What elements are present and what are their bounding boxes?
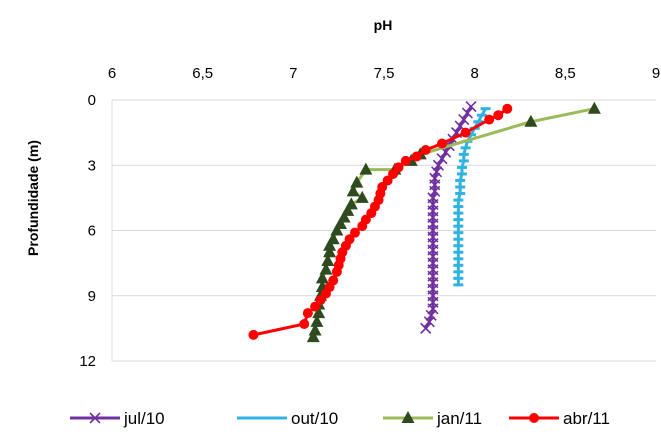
- grid-layer: [112, 99, 656, 362]
- marker-triangle: [587, 101, 601, 114]
- marker-x: [436, 153, 448, 165]
- marker-x: [458, 114, 470, 126]
- marker-triangle: [359, 162, 373, 175]
- x-tick-label: 6: [108, 65, 116, 82]
- y-tick-label: 3: [88, 157, 96, 174]
- legend-label: jul/10: [123, 409, 165, 428]
- marker-circle: [411, 151, 422, 162]
- marker-circle: [493, 110, 504, 121]
- marker-circle: [460, 127, 471, 138]
- marker-circle: [400, 155, 411, 166]
- legend-item: jul/10: [70, 409, 165, 428]
- marker-triangle: [323, 238, 337, 251]
- marker-triangle: [401, 411, 415, 423]
- marker-x-stroke: [89, 412, 101, 424]
- marker-circle: [437, 138, 448, 149]
- marker-x-stroke: [450, 127, 463, 139]
- marker-triangle: [312, 306, 326, 319]
- marker-triangle: [524, 114, 538, 127]
- marker-x-stroke: [458, 114, 470, 126]
- legend: jul/10 out/10 jan/11 abr/11: [70, 409, 610, 428]
- marker-circle: [299, 319, 310, 330]
- series-abr-11: [248, 103, 513, 340]
- y-axis-title: Profundidade (m): [25, 140, 41, 256]
- x-tick-label: 7: [289, 65, 297, 82]
- marker-circle: [484, 114, 495, 125]
- x-tick-label: 8: [470, 65, 478, 82]
- legend-label: abr/11: [563, 409, 610, 428]
- marker-x-stroke: [440, 146, 452, 158]
- marker-circle: [302, 308, 313, 319]
- marker-circle: [331, 266, 342, 277]
- y-tick-label: 12: [79, 353, 96, 370]
- axis-layer: 0 3 6 9 12 6 6,5 7 7,5 8 8,5 9: [79, 65, 660, 370]
- legend-label: jan/11: [436, 409, 482, 428]
- marker-circle: [248, 329, 259, 340]
- marker-triangle: [306, 330, 320, 343]
- marker-triangle: [315, 271, 329, 284]
- marker-x-stroke: [431, 166, 443, 178]
- marker-x-stroke: [436, 153, 448, 165]
- series-out-10: [453, 107, 491, 287]
- marker-x: [89, 412, 101, 424]
- legend-item: abr/11: [509, 409, 610, 428]
- marker-triangle: [330, 223, 344, 236]
- marker-triangle: [355, 190, 369, 203]
- y-tick-label: 9: [88, 288, 96, 305]
- marker-circle: [420, 145, 431, 156]
- y-tick-label: 6: [88, 223, 96, 240]
- marker-triangle: [310, 314, 324, 327]
- marker-triangle: [323, 245, 337, 258]
- marker-triangle: [319, 262, 333, 275]
- marker-triangle: [321, 253, 335, 266]
- x-tick-label: 6,5: [192, 65, 213, 82]
- marker-x: [465, 100, 477, 113]
- x-tick-label: 7,5: [374, 65, 395, 82]
- marker-x: [420, 322, 432, 334]
- marker-triangle: [346, 184, 360, 197]
- marker-circle: [529, 413, 539, 423]
- x-axis-title: pH: [374, 17, 393, 33]
- marker-circle: [502, 103, 513, 114]
- series-layer: [248, 100, 601, 343]
- marker-triangle: [350, 175, 364, 188]
- marker-x-stroke: [461, 107, 473, 119]
- marker-triangle: [308, 323, 322, 336]
- marker-x-stroke: [465, 100, 477, 113]
- marker-circle: [310, 301, 321, 312]
- marker-x-stroke: [454, 120, 466, 132]
- marker-x: [431, 166, 443, 178]
- x-tick-label: 8,5: [555, 65, 576, 82]
- marker-x: [429, 185, 441, 197]
- y-tick-label: 0: [88, 92, 96, 109]
- marker-x-stroke: [427, 303, 439, 315]
- legend-label: out/10: [291, 409, 338, 428]
- marker-circle: [357, 221, 368, 232]
- marker-x: [425, 309, 437, 321]
- marker-x-stroke: [432, 159, 444, 171]
- marker-x: [432, 159, 444, 171]
- series-line: [456, 107, 487, 285]
- marker-x-stroke: [425, 309, 437, 321]
- marker-x-stroke: [420, 322, 432, 334]
- marker-x: [461, 107, 473, 119]
- marker-x: [423, 316, 435, 328]
- marker-x: [427, 303, 439, 315]
- marker-x-stroke: [423, 316, 435, 328]
- series-line: [311, 107, 595, 338]
- legend-item: out/10: [237, 409, 338, 428]
- x-tick-label: 9: [652, 65, 660, 82]
- series-jul-10: [420, 100, 477, 334]
- marker-x-stroke: [429, 185, 441, 197]
- legend-item: jan/11: [383, 409, 482, 428]
